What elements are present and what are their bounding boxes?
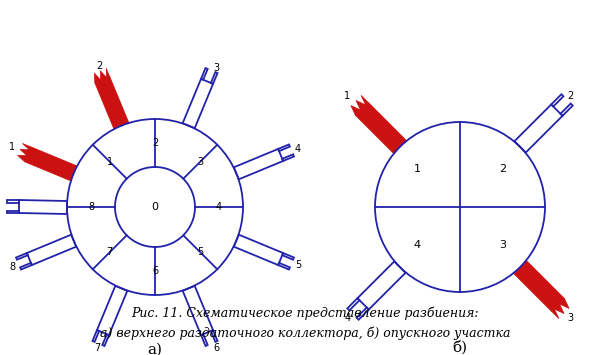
Text: 2: 2 <box>567 92 573 102</box>
Polygon shape <box>24 147 77 181</box>
Text: 1: 1 <box>107 157 113 167</box>
Text: 8: 8 <box>9 262 15 272</box>
Text: 2: 2 <box>499 164 506 174</box>
Text: 5: 5 <box>197 247 203 257</box>
Text: 4: 4 <box>345 312 351 323</box>
Text: 4: 4 <box>216 202 222 212</box>
Text: 3: 3 <box>197 157 203 167</box>
Text: Рис. 11. Схематическое представление разбиения:: Рис. 11. Схематическое представление раз… <box>131 306 479 320</box>
Polygon shape <box>351 95 368 115</box>
Text: а) верхнего раздаточного коллектора, б) опускного участка: а) верхнего раздаточного коллектора, б) … <box>100 326 510 340</box>
Text: 6: 6 <box>152 266 158 276</box>
Text: 1: 1 <box>414 164 421 174</box>
Text: 2: 2 <box>96 61 102 71</box>
Text: 4: 4 <box>295 144 301 154</box>
Text: 7: 7 <box>94 343 100 353</box>
Text: 0: 0 <box>151 202 159 212</box>
Text: 1: 1 <box>345 92 351 102</box>
Polygon shape <box>95 76 129 129</box>
Text: 5: 5 <box>295 260 301 270</box>
Polygon shape <box>552 299 569 319</box>
Polygon shape <box>18 143 30 162</box>
Text: 3: 3 <box>214 63 220 73</box>
Text: 4: 4 <box>414 240 421 250</box>
Text: б): б) <box>453 340 467 354</box>
Text: 3: 3 <box>499 240 506 250</box>
Polygon shape <box>356 102 406 153</box>
Text: 1: 1 <box>9 142 15 152</box>
Polygon shape <box>95 68 110 83</box>
Text: 7: 7 <box>107 247 113 257</box>
Text: а): а) <box>148 343 162 355</box>
Text: 3: 3 <box>567 312 573 323</box>
Polygon shape <box>514 261 565 312</box>
Text: 8: 8 <box>88 202 94 212</box>
Text: 2: 2 <box>152 138 158 148</box>
Text: 6: 6 <box>214 343 220 353</box>
